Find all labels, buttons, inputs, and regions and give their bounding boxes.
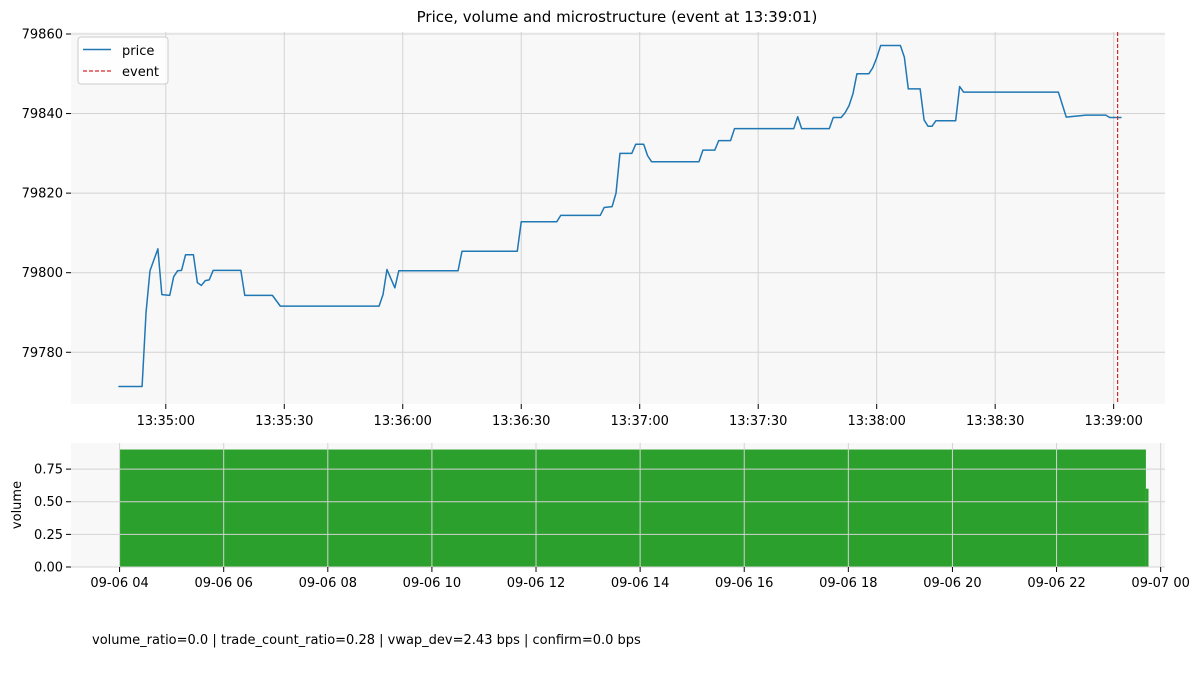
volume-bars: [119, 449, 1149, 567]
price-x-tick-label: 13:38:00: [847, 414, 905, 429]
price-y-tick-label: 79860: [22, 27, 63, 42]
volume-y-tick-label: 0.50: [34, 495, 63, 510]
volume-x-tick-label: 09-06 22: [1027, 576, 1085, 591]
volume-x-tick-label: 09-06 14: [611, 576, 669, 591]
legend-price-label: price: [122, 44, 154, 59]
volume-x-tick-label: 09-06 18: [819, 576, 877, 591]
metrics-footer: volume_ratio=0.0 | trade_count_ratio=0.2…: [92, 633, 641, 648]
price-y-axis: 79780 79800 79820 79840 79860: [22, 27, 71, 361]
price-panel-background: [71, 32, 1165, 404]
volume-x-axis: 09-06 04 09-06 06 09-06 08 09-06 10 09-06 12…: [90, 567, 1190, 591]
volume-x-tick-label: 09-06 08: [299, 576, 357, 591]
volume-bar: [119, 449, 1146, 567]
price-x-tick-label: 13:35:00: [137, 414, 195, 429]
price-x-tick-label: 13:39:00: [1084, 414, 1142, 429]
price-y-tick-label: 79840: [22, 107, 63, 122]
volume-x-tick-label: 09-06 10: [403, 576, 461, 591]
volume-x-tick-label: 09-06 16: [715, 576, 773, 591]
price-x-axis: 13:35:00 13:35:30 13:36:00 13:36:30 13:37:00…: [137, 404, 1143, 429]
price-gridlines: [71, 32, 1165, 404]
volume-bar: [1145, 488, 1149, 567]
volume-x-tick-label: 09-06 04: [90, 576, 148, 591]
legend-event-label: event: [122, 65, 159, 80]
price-y-tick-label: 79800: [22, 266, 63, 281]
volume-y-label: volume: [10, 481, 25, 529]
price-x-tick-label: 13:37:00: [611, 414, 669, 429]
price-x-tick-label: 13:38:30: [966, 414, 1024, 429]
price-x-tick-label: 13:37:30: [729, 414, 787, 429]
volume-y-axis: 0.00 0.25 0.50 0.75: [34, 463, 71, 576]
volume-gridlines: [71, 443, 1165, 568]
price-y-tick-label: 79780: [22, 346, 63, 361]
price-y-tick-label: 79820: [22, 187, 63, 202]
legend: price event: [77, 36, 169, 85]
volume-y-tick-label: 0.75: [34, 463, 63, 478]
volume-x-tick-label: 09-06 06: [194, 576, 252, 591]
price-line: [118, 44, 1122, 388]
chart-title: Price, volume and microstructure (event …: [417, 8, 818, 26]
volume-y-tick-label: 0.00: [34, 561, 63, 576]
price-x-tick-label: 13:35:30: [255, 414, 313, 429]
volume-x-tick-label: 09-07 00: [1131, 576, 1189, 591]
volume-x-tick-label: 09-06 20: [923, 576, 981, 591]
volume-y-tick-label: 0.25: [34, 528, 63, 543]
price-x-tick-label: 13:36:00: [374, 414, 432, 429]
price-x-tick-label: 13:36:30: [492, 414, 550, 429]
volume-x-tick-label: 09-06 12: [507, 576, 565, 591]
